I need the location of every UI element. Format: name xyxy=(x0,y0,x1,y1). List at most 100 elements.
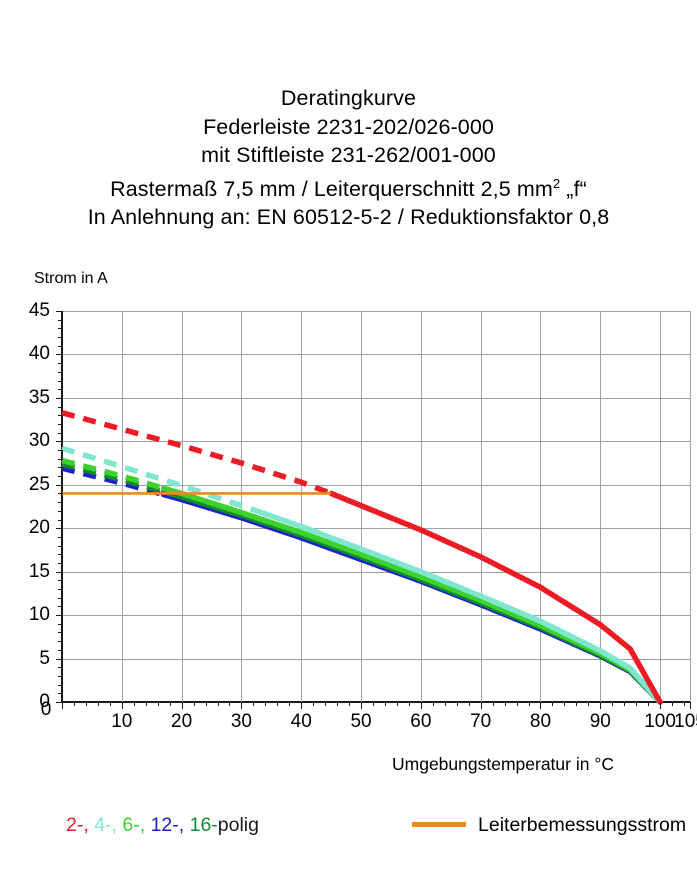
y-axis-minor-tick xyxy=(58,589,63,591)
y-axis-tick xyxy=(56,311,63,312)
x-axis-tick xyxy=(690,702,691,709)
legend-pole-segment-2: 6-, xyxy=(122,814,151,836)
y-axis-tick-label: 5 xyxy=(39,647,50,669)
y-axis-tick-label: 40 xyxy=(28,343,50,365)
x-axis-tick-label: 0 xyxy=(40,699,52,720)
legend-pole-segment-4: 16- xyxy=(189,814,218,836)
x-axis-tick-label: 70 xyxy=(470,711,492,732)
x-axis-minor-tick xyxy=(205,702,207,706)
x-axis-minor-tick xyxy=(97,702,99,706)
x-axis-tick-label: 90 xyxy=(589,711,611,732)
y-axis-minor-tick xyxy=(58,649,63,651)
x-axis-minor-tick xyxy=(444,702,446,706)
title-line-2: Federleiste 2231-202/026-000 xyxy=(203,114,494,139)
y-axis-tick xyxy=(56,528,63,530)
x-axis-minor-tick xyxy=(516,702,518,706)
title-line-3: mit Stiftleiste 231-262/001-000 xyxy=(201,143,496,167)
y-axis-minor-tick xyxy=(58,597,63,599)
y-axis-minor-tick xyxy=(58,562,63,564)
x-axis-minor-tick xyxy=(624,702,626,706)
y-axis-tick-label: 35 xyxy=(28,386,50,408)
chart-legend: 2-, 4-, 6-, 12-, 16-polig Leiterbemessun… xyxy=(0,812,697,842)
y-axis-minor-tick xyxy=(58,380,63,382)
y-axis-minor-tick xyxy=(58,389,63,391)
x-axis-tick xyxy=(181,702,183,709)
y-axis-minor-tick xyxy=(58,458,63,460)
y-axis-tick xyxy=(56,702,63,703)
legend-pole-segment-3: 12-, xyxy=(150,814,190,836)
legend-color-swatch-orange xyxy=(412,822,466,827)
y-axis-minor-tick xyxy=(58,632,63,634)
y-axis-minor-tick xyxy=(58,345,63,347)
y-axis-minor-tick xyxy=(58,641,63,643)
y-axis-minor-tick xyxy=(58,467,63,469)
gridline-vertical xyxy=(660,311,662,702)
y-axis-tick-label: 15 xyxy=(28,560,50,582)
gridline-horizontal xyxy=(62,354,690,356)
y-axis-minor-tick xyxy=(58,667,63,669)
y-axis-tick-label: 30 xyxy=(28,430,50,452)
gridline-vertical xyxy=(540,311,542,702)
gridline-horizontal xyxy=(62,615,690,617)
y-axis-minor-tick xyxy=(58,450,63,452)
x-axis-tick xyxy=(62,702,63,709)
x-axis-tick-label: 10 xyxy=(111,711,133,732)
title-line-4: Rastermaß 7,5 mm / Leiterquerschnitt 2,5… xyxy=(0,170,697,204)
x-axis-tick-label: 80 xyxy=(529,711,552,732)
y-axis-minor-tick xyxy=(58,502,63,504)
x-axis-minor-tick xyxy=(217,702,219,706)
x-axis-tick-label: 50 xyxy=(350,711,372,732)
x-axis-minor-tick xyxy=(253,702,255,706)
x-axis-minor-tick xyxy=(73,702,75,706)
y-axis-tick xyxy=(56,484,63,486)
gridline-vertical xyxy=(121,311,123,702)
x-axis-tick xyxy=(301,702,303,709)
gridline-vertical xyxy=(361,311,363,702)
y-axis-minor-tick xyxy=(58,406,63,408)
x-axis-minor-tick xyxy=(576,702,578,706)
gridline-horizontal xyxy=(62,571,690,573)
x-axis-minor-tick xyxy=(289,702,291,706)
y-axis-tick xyxy=(56,441,63,443)
x-axis-minor-tick xyxy=(432,702,434,706)
y-axis-tick-label: 25 xyxy=(28,473,50,495)
x-axis-minor-tick xyxy=(325,702,327,706)
y-axis-tick xyxy=(56,354,63,356)
y-axis-minor-tick xyxy=(58,476,63,478)
y-axis-tick-label: 0 xyxy=(39,691,50,712)
x-axis-minor-tick xyxy=(133,702,135,706)
y-axis-line xyxy=(61,311,63,703)
gridline-horizontal xyxy=(62,484,690,486)
gridline-horizontal xyxy=(62,658,690,660)
y-axis-minor-tick xyxy=(58,606,63,608)
x-axis-tick xyxy=(241,702,243,709)
x-axis-tick-label: 40 xyxy=(290,711,312,732)
x-axis-minor-tick xyxy=(672,702,674,706)
y-axis-minor-tick xyxy=(58,554,63,556)
x-axis-tick-label: 100 xyxy=(644,711,676,732)
y-axis-tick-label: 20 xyxy=(28,517,50,539)
y-axis-minor-tick xyxy=(58,415,63,417)
y-axis-tick-label: 10 xyxy=(28,604,50,626)
chart-title-block: Deratingkurve Federleiste 2231-202/026-0… xyxy=(0,84,697,232)
x-axis-minor-tick xyxy=(229,702,231,706)
x-axis-minor-tick xyxy=(85,702,87,706)
legend-rated-current-entry: Leiterbemessungsstrom xyxy=(412,812,686,838)
y-axis-minor-tick xyxy=(58,363,63,365)
x-axis-minor-tick xyxy=(612,702,614,706)
x-axis-tick-label: 30 xyxy=(230,711,252,732)
x-axis-minor-tick xyxy=(109,702,111,706)
title-line-4-superscript: 2 xyxy=(552,175,561,191)
y-axis-tick-label: 45 xyxy=(28,300,50,321)
gridline-vertical xyxy=(600,311,602,702)
gridline-horizontal xyxy=(62,528,690,530)
y-axis-minor-tick xyxy=(58,684,63,686)
y-axis-minor-tick xyxy=(58,675,63,677)
x-axis-minor-tick xyxy=(349,702,351,706)
x-axis-minor-tick xyxy=(636,702,638,706)
x-axis-tick xyxy=(600,702,602,709)
legend-poles-entry: 2-, 4-, 6-, 12-, 16-polig xyxy=(66,812,259,838)
legend-pole-segment-0: 2-, xyxy=(66,814,95,836)
y-axis-minor-tick xyxy=(58,493,63,495)
